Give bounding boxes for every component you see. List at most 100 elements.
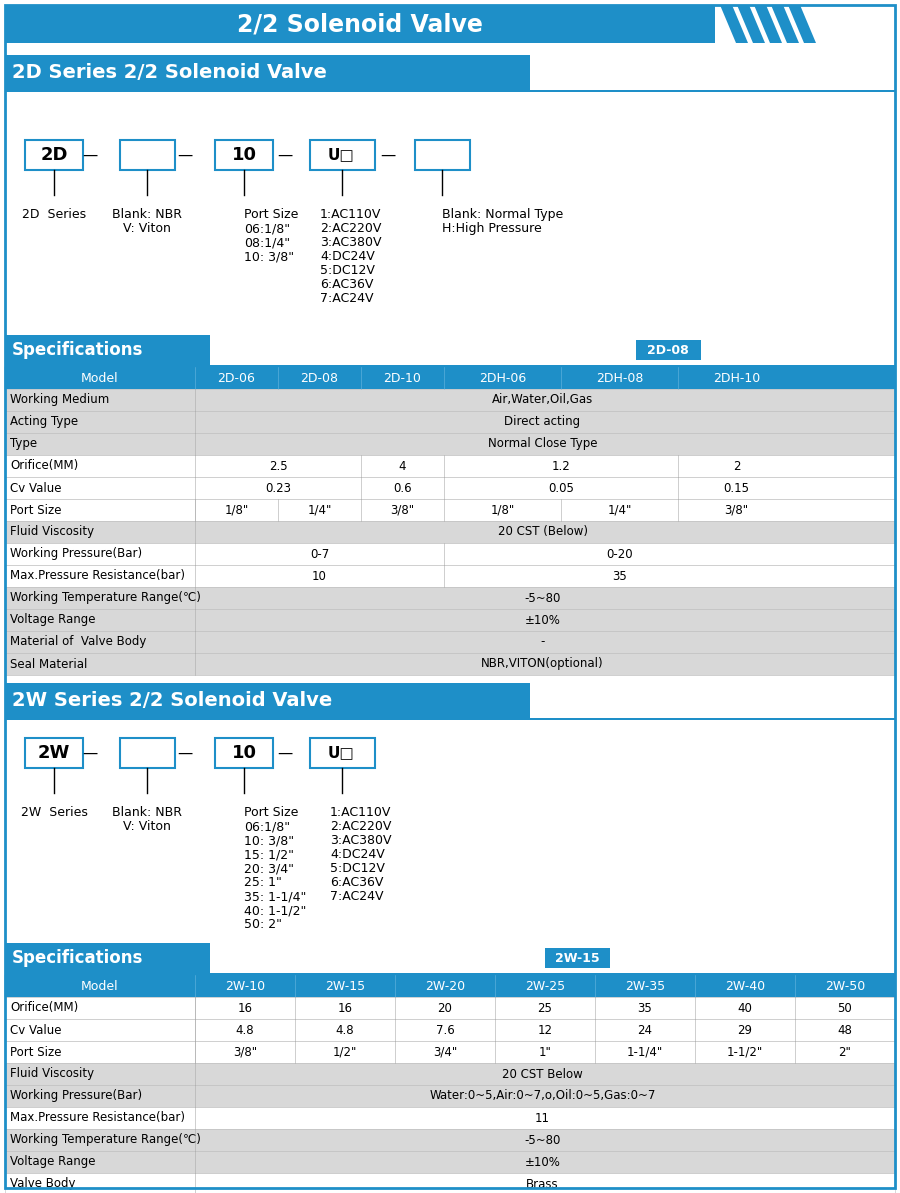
Bar [5, 684, 530, 718]
Text: Blank: NBR: Blank: NBR [112, 806, 182, 820]
Text: 2/2 Solenoid Valve: 2/2 Solenoid Valve [237, 12, 483, 36]
Text: 2W-50: 2W-50 [825, 979, 865, 993]
Text: Acting Type: Acting Type [10, 415, 78, 428]
Text: 2W-25: 2W-25 [525, 979, 565, 993]
Bar [215, 738, 273, 768]
Text: 20 CST (Below): 20 CST (Below) [498, 525, 588, 538]
Text: 7.6: 7.6 [436, 1024, 454, 1037]
Bar [5, 1063, 895, 1084]
Text: 25: 1": 25: 1" [244, 876, 282, 889]
Text: U□: U□ [328, 148, 355, 162]
Bar [5, 587, 895, 608]
Text: 1:AC110V: 1:AC110V [320, 208, 382, 221]
Text: 20: 3/4": 20: 3/4" [244, 863, 294, 874]
Text: 11: 11 [535, 1112, 550, 1125]
Bar [5, 975, 895, 997]
Bar [5, 1173, 895, 1193]
Text: Orifice(MM): Orifice(MM) [10, 459, 78, 472]
Text: Air,Water,Oil,Gas: Air,Water,Oil,Gas [492, 394, 593, 407]
Text: 35: 35 [637, 1001, 652, 1014]
Text: 2: 2 [733, 459, 740, 472]
Text: 3/8": 3/8" [233, 1045, 257, 1058]
Text: 1:AC110V: 1:AC110V [330, 806, 392, 820]
Text: 2D Series 2/2 Solenoid Valve: 2D Series 2/2 Solenoid Valve [12, 62, 327, 81]
Text: 6:AC36V: 6:AC36V [320, 278, 374, 291]
Text: Working Medium: Working Medium [10, 394, 109, 407]
Text: 2D-08: 2D-08 [301, 371, 338, 384]
Bar [5, 367, 895, 389]
Text: 4.8: 4.8 [236, 1024, 255, 1037]
Text: —: — [381, 148, 396, 162]
Text: 3/4": 3/4" [433, 1045, 457, 1058]
Text: Fluid Viscosity: Fluid Viscosity [10, 1068, 94, 1081]
Text: 2": 2" [839, 1045, 851, 1058]
Text: 06:1/8": 06:1/8" [244, 820, 290, 833]
Text: Port Size: Port Size [244, 208, 299, 221]
Text: 16: 16 [338, 1001, 353, 1014]
Text: Model: Model [81, 371, 119, 384]
Text: V: Viton: V: Viton [123, 820, 171, 833]
Text: 5:DC12V: 5:DC12V [320, 264, 375, 277]
Text: 2W: 2W [38, 744, 70, 762]
Text: 2W-35: 2W-35 [625, 979, 665, 993]
Text: 06:1/8": 06:1/8" [244, 222, 290, 235]
Text: 1/2": 1/2" [333, 1045, 357, 1058]
Text: 10: 3/8": 10: 3/8" [244, 251, 294, 262]
Bar [5, 1151, 895, 1173]
Bar [5, 389, 895, 412]
Text: Max.Pressure Resistance(bar): Max.Pressure Resistance(bar) [10, 1112, 185, 1125]
Text: ±10%: ±10% [525, 1156, 561, 1168]
Bar [5, 5, 715, 43]
Bar [310, 140, 375, 169]
Text: Blank: Normal Type: Blank: Normal Type [442, 208, 563, 221]
Bar [25, 140, 83, 169]
Text: -5~80: -5~80 [525, 592, 561, 605]
Text: 08:1/4": 08:1/4" [244, 236, 290, 249]
Bar [5, 973, 895, 975]
Text: 20 CST Below: 20 CST Below [502, 1068, 583, 1081]
Polygon shape [754, 5, 782, 43]
Bar [5, 608, 895, 631]
Text: —: — [277, 148, 292, 162]
Text: Voltage Range: Voltage Range [10, 1156, 95, 1168]
Text: 3:AC380V: 3:AC380V [330, 834, 392, 847]
Text: Material of  Valve Body: Material of Valve Body [10, 636, 147, 649]
Bar [5, 1107, 895, 1129]
Text: 2D-06: 2D-06 [218, 371, 256, 384]
Text: Direct acting: Direct acting [504, 415, 580, 428]
Text: Working Temperature Range(℃): Working Temperature Range(℃) [10, 592, 201, 605]
Text: Orifice(MM): Orifice(MM) [10, 1001, 78, 1014]
Bar [120, 738, 175, 768]
Bar [5, 55, 530, 89]
Text: 0.6: 0.6 [393, 482, 412, 495]
Text: 1/4": 1/4" [307, 503, 332, 517]
Text: 0.05: 0.05 [548, 482, 574, 495]
Bar [5, 543, 895, 565]
Text: 2D  Series: 2D Series [22, 208, 86, 221]
Text: 20: 20 [437, 1001, 453, 1014]
Bar [5, 477, 895, 499]
Bar [5, 942, 210, 973]
Text: 1/8": 1/8" [224, 503, 248, 517]
Text: V: Viton: V: Viton [123, 222, 171, 235]
Polygon shape [720, 5, 748, 43]
Text: 10: 10 [231, 744, 256, 762]
Text: 2W-15: 2W-15 [325, 979, 365, 993]
Text: 4.8: 4.8 [336, 1024, 355, 1037]
Text: 2DH-08: 2DH-08 [596, 371, 644, 384]
Text: Fluid Viscosity: Fluid Viscosity [10, 525, 94, 538]
Bar [120, 140, 175, 169]
Text: 7:AC24V: 7:AC24V [320, 292, 374, 305]
Bar [5, 1084, 895, 1107]
Text: H:High Pressure: H:High Pressure [442, 222, 542, 235]
Bar [5, 455, 895, 477]
Text: 10: 3/8": 10: 3/8" [244, 834, 294, 847]
Text: 24: 24 [637, 1024, 652, 1037]
Bar [5, 521, 895, 543]
Bar [5, 433, 895, 455]
Text: 5:DC12V: 5:DC12V [330, 863, 385, 874]
Text: U□: U□ [328, 746, 355, 760]
Bar [545, 948, 610, 968]
Text: -5~80: -5~80 [525, 1133, 561, 1146]
Text: Working Pressure(Bar): Working Pressure(Bar) [10, 548, 142, 561]
